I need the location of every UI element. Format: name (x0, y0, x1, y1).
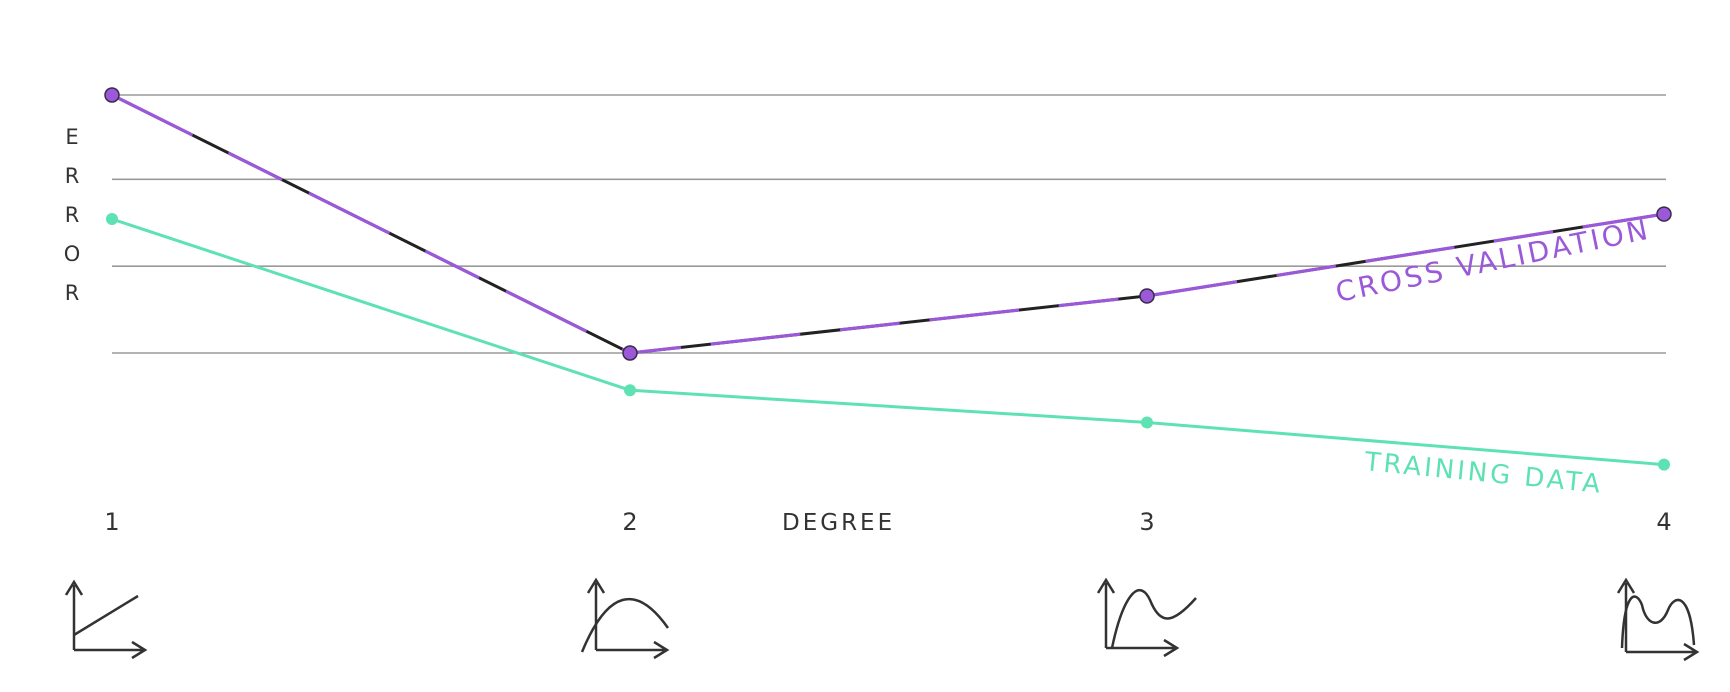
data-point-training-data (106, 213, 118, 226)
y-axis-label-letter: O (63, 242, 83, 266)
data-point-training-data (624, 384, 636, 397)
data-point-training-data (1658, 458, 1670, 471)
data-point-training-data (1141, 416, 1153, 429)
cubic-curve-icon (1096, 577, 1197, 658)
linear-curve-icon (64, 579, 148, 660)
series-label-cross-validation: CROSS VALIDATION (1333, 213, 1653, 309)
y-axis-label-letter: R (64, 281, 82, 305)
quartic-curve-icon (1616, 577, 1700, 662)
y-axis-label-letter: R (64, 203, 82, 227)
y-axis-label-letter: E (65, 125, 81, 149)
series-lines (111, 93, 1665, 467)
data-point-cross-validation (622, 345, 638, 361)
y-axis-label-letter: R (64, 164, 82, 188)
x-tick-label: 3 (1139, 508, 1154, 536)
series-label-training-data: TRAINING DATA (1362, 447, 1604, 500)
series-line-cross-validation-underlay (111, 93, 1665, 355)
x-tick-label: 2 (622, 508, 637, 536)
x-tick-label: 1 (104, 508, 119, 536)
data-point-cross-validation (1139, 288, 1155, 304)
parabola-curve-icon (580, 577, 670, 660)
x-tick-labels: 1 2 3 4 (104, 508, 1671, 536)
gridlines (112, 94, 1666, 354)
series-line-cross-validation (111, 93, 1665, 355)
x-axis-label: DEGREE (782, 510, 896, 536)
data-point-cross-validation (1656, 206, 1672, 222)
data-point-cross-validation (104, 87, 120, 103)
series-line-training-data (111, 217, 1665, 467)
x-tick-label: 4 (1656, 508, 1671, 536)
series-points (104, 87, 1672, 471)
